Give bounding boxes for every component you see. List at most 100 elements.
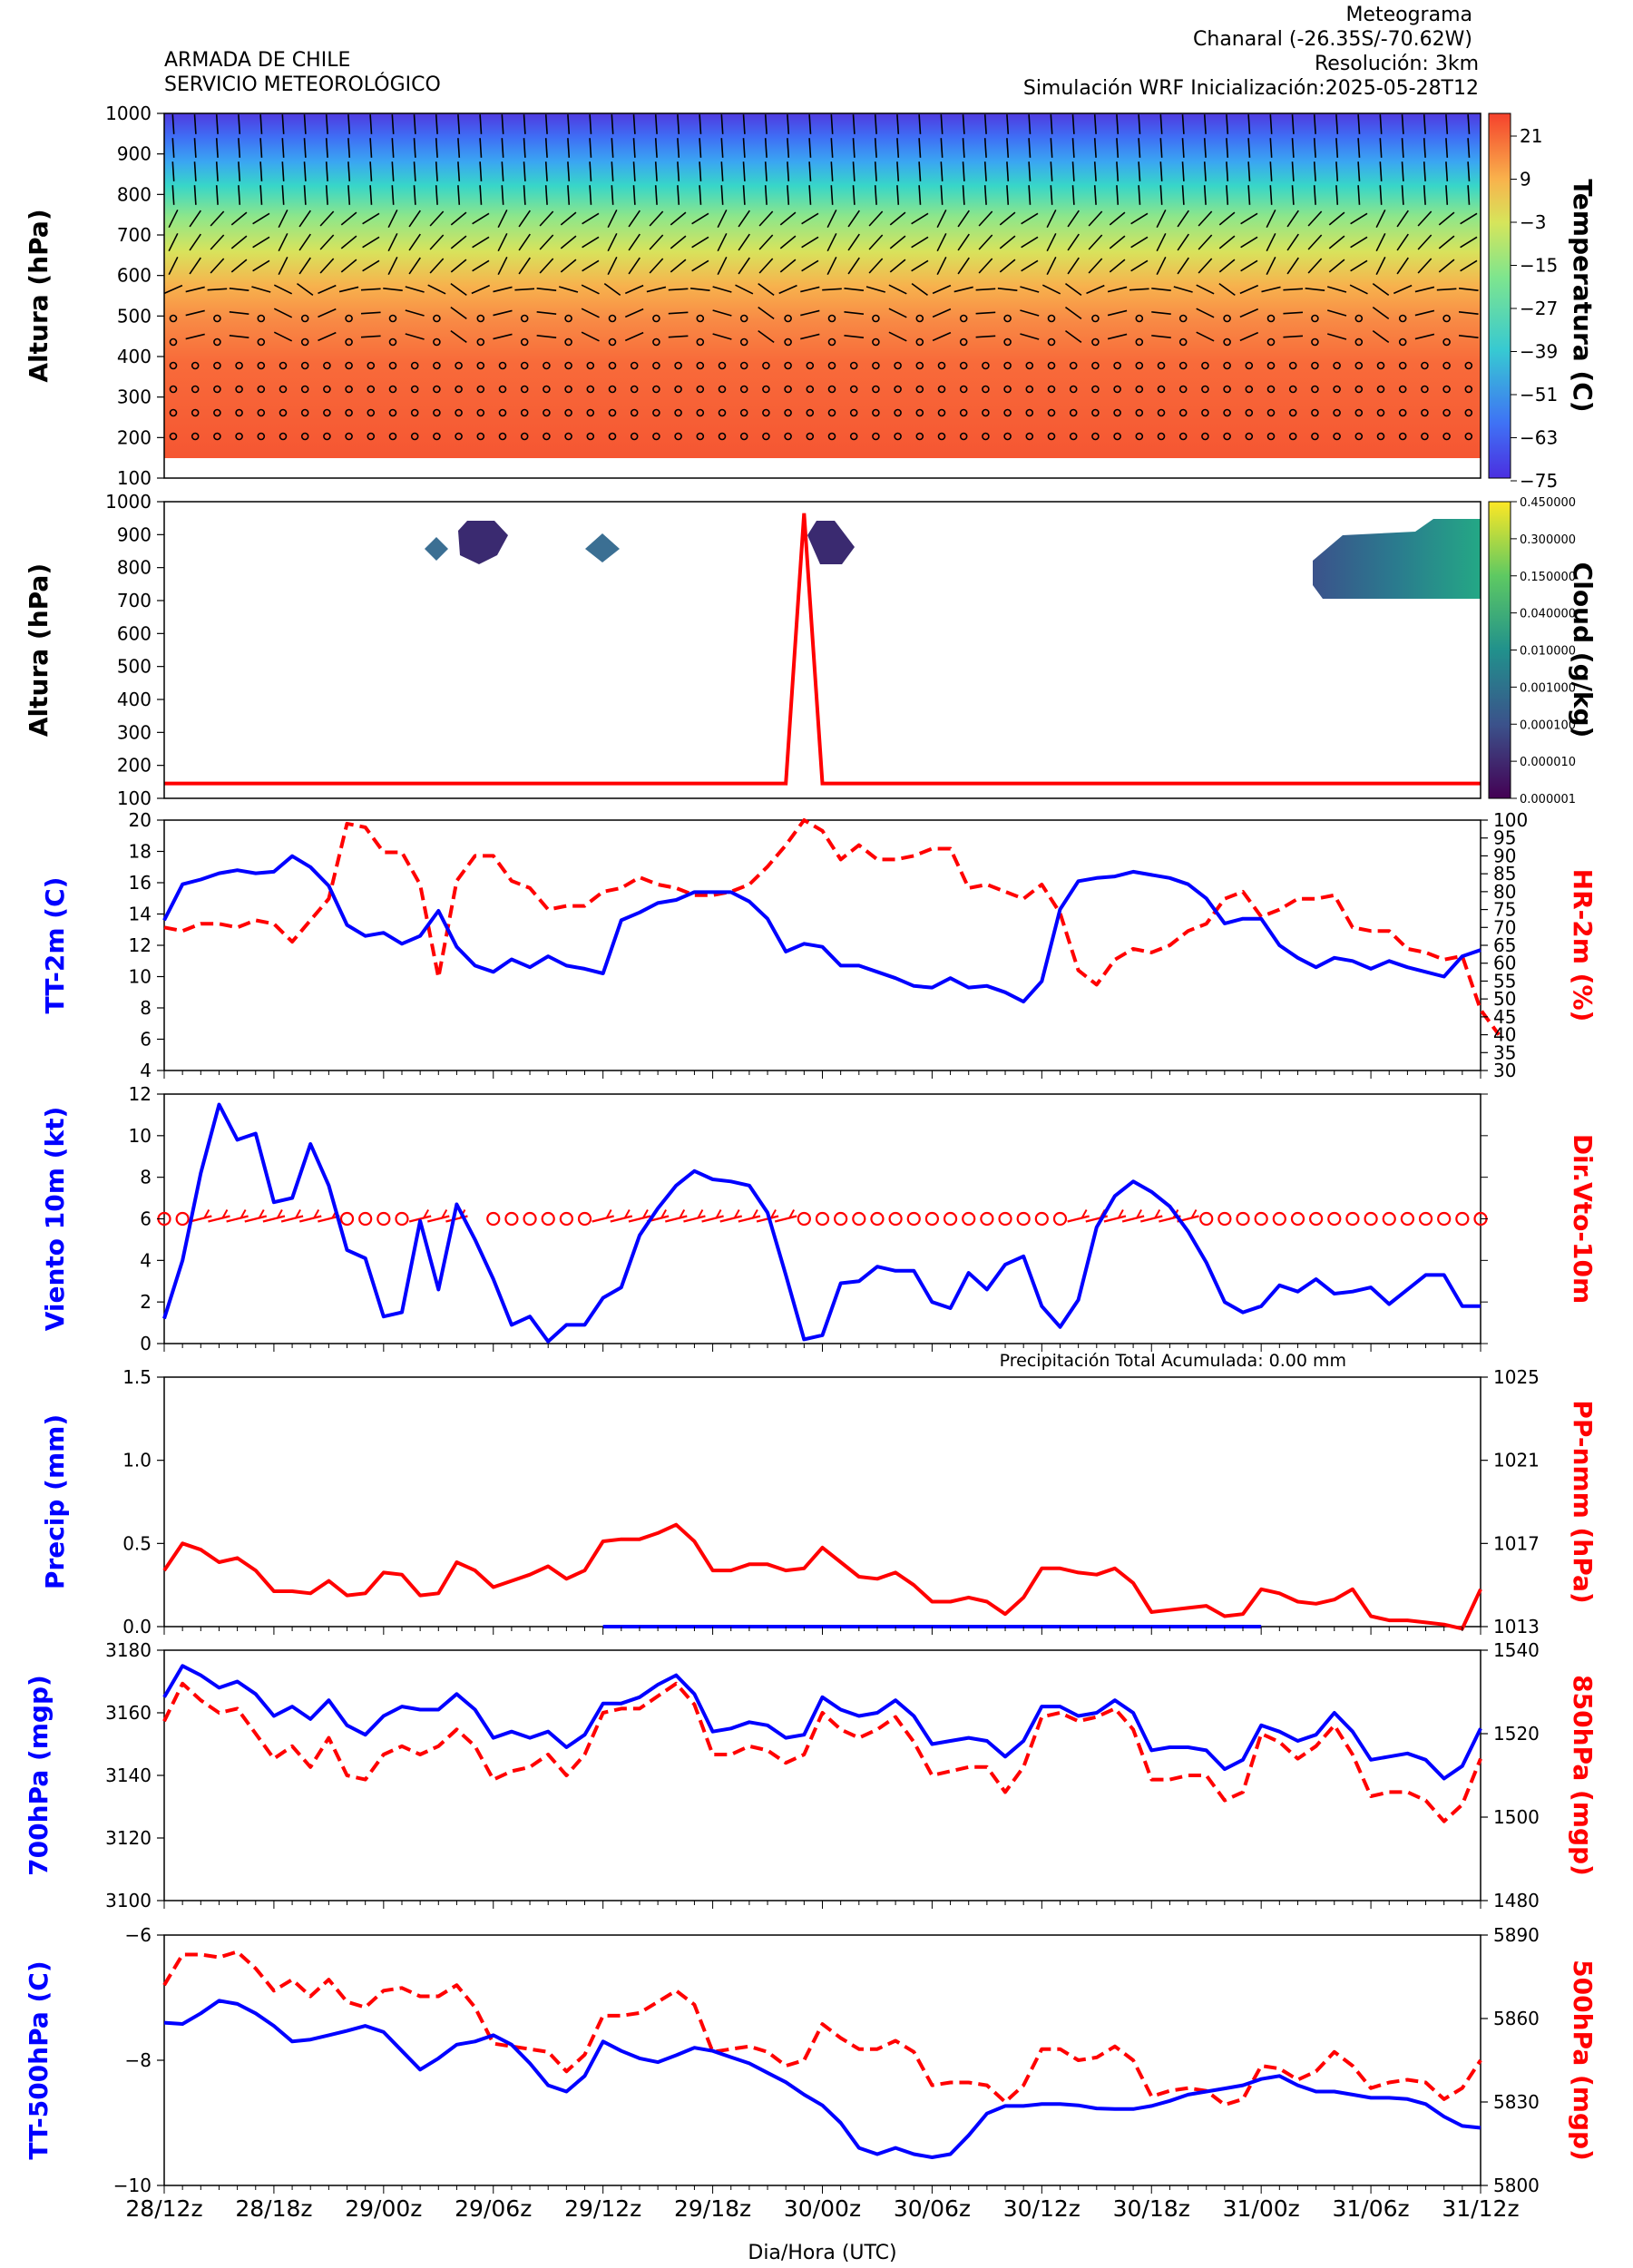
wind-barb <box>1375 256 1386 276</box>
wind-barb <box>501 161 504 181</box>
wind-barb <box>1129 288 1149 291</box>
wind-barb <box>281 185 285 205</box>
wind-barb <box>738 210 750 228</box>
wind-barb <box>1181 114 1185 134</box>
wind-barb <box>957 210 970 228</box>
wind-barb <box>670 235 687 249</box>
calm-circle <box>388 432 397 441</box>
calm-circle <box>1135 314 1144 323</box>
wind-barb <box>962 185 965 205</box>
cloud-y-tick-label: 200 <box>117 755 152 777</box>
wind-barb <box>654 161 658 181</box>
wind-barb <box>668 311 689 315</box>
wind-barb <box>1350 212 1368 225</box>
wind-barb <box>325 185 328 205</box>
calm-circle <box>564 337 572 347</box>
calm-circle <box>345 432 353 441</box>
wind-barb <box>962 138 965 158</box>
wind-barb <box>1181 138 1185 158</box>
wind-dir-calm-marker <box>1437 1211 1452 1227</box>
wind-dir-calm-marker <box>962 1211 976 1227</box>
calm-circle <box>608 385 617 394</box>
wind-barb <box>1020 286 1040 293</box>
wind-barb <box>742 185 746 205</box>
temperature-panel-frame <box>163 112 1481 479</box>
calm-circle <box>1069 408 1078 417</box>
wind-barb <box>238 114 241 134</box>
calm-circle <box>1025 385 1034 394</box>
wind-dir-barb-flag <box>660 1209 667 1218</box>
x-tick-label: 28/12z <box>125 2195 202 2222</box>
calm-circle <box>1201 385 1209 394</box>
wind-barb <box>1071 138 1075 158</box>
wind-barb <box>1379 185 1383 205</box>
wind-barb <box>1375 232 1386 252</box>
precip-y-tick-label: 1.0 <box>122 1450 152 1471</box>
wind-barb <box>865 286 886 293</box>
calm-circle <box>1178 361 1188 370</box>
wind-barb <box>471 284 491 295</box>
wind-barb <box>230 211 248 226</box>
wind-barb <box>677 138 680 158</box>
wind-barb <box>1396 210 1409 228</box>
calm-circle <box>410 408 419 417</box>
calm-circle <box>1047 361 1056 370</box>
calm-circle <box>608 314 617 323</box>
wind-barb <box>699 185 702 205</box>
calm-circle <box>1421 432 1429 441</box>
calm-circle <box>1311 385 1319 394</box>
t500-panel-frame <box>163 1934 1481 2186</box>
wind-barb <box>1375 209 1386 229</box>
wind-barb <box>1116 161 1120 181</box>
calm-circle <box>630 408 639 417</box>
calm-circle <box>806 361 815 370</box>
calm-circle <box>696 337 705 347</box>
wind-barb <box>888 284 907 295</box>
resolution-label: Resolución: 3km <box>1315 53 1479 75</box>
hr2m-y-tick-label: 95 <box>1493 827 1516 849</box>
wind-barb <box>940 161 944 181</box>
wind-barb <box>603 282 621 297</box>
calm-circle <box>1091 408 1100 417</box>
wind-barb <box>699 138 702 158</box>
wind-barb <box>932 284 952 295</box>
cloud-blob <box>585 533 620 562</box>
wind-barb <box>518 257 531 275</box>
wind-barb <box>1159 185 1163 205</box>
wind-barb <box>978 258 993 274</box>
temp-cbar-label: −63 <box>1520 427 1558 449</box>
wind-barb <box>435 161 438 181</box>
wind-barb <box>581 284 600 295</box>
calm-circle <box>1157 408 1166 417</box>
wind-barb <box>940 138 944 158</box>
calm-circle <box>982 408 990 417</box>
calm-circle <box>169 408 178 417</box>
wind-barb <box>457 161 461 181</box>
calm-circle <box>564 408 572 417</box>
wind-barb <box>1159 161 1163 181</box>
z500-y-tick-label: 5860 <box>1493 2008 1540 2029</box>
wind-barb <box>1379 138 1383 158</box>
wind-barb <box>911 236 929 249</box>
wind-barb <box>742 114 746 134</box>
pressure-y-tick-label: 1025 <box>1493 1366 1540 1388</box>
wind-barb <box>1086 284 1105 295</box>
wind-barb <box>369 114 373 134</box>
calm-circle <box>674 408 682 417</box>
wind-barb <box>936 232 947 252</box>
wind-barb <box>1109 235 1126 249</box>
wind-barb <box>632 161 636 181</box>
calm-circle <box>586 408 595 417</box>
wind-barb <box>628 257 640 275</box>
wind-barb <box>387 209 398 229</box>
wind-barb <box>1088 234 1103 250</box>
calm-circle <box>652 385 660 394</box>
calm-circle <box>1069 385 1078 394</box>
wind-barb <box>999 211 1016 226</box>
wind-barb <box>1401 161 1404 181</box>
wind-barb <box>1116 185 1120 205</box>
wind-barb <box>259 114 263 134</box>
wind-barb <box>1046 209 1057 229</box>
wind-barb <box>1239 284 1259 295</box>
wind-barb <box>1283 288 1304 291</box>
